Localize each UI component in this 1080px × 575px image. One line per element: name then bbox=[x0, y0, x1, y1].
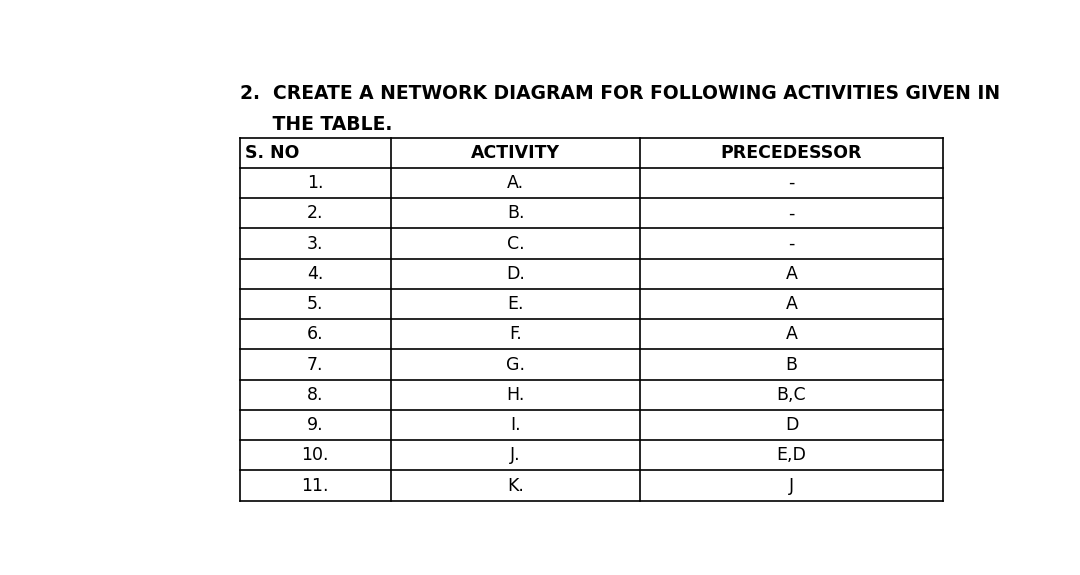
Text: D: D bbox=[785, 416, 798, 434]
Text: 2.: 2. bbox=[307, 204, 323, 223]
Text: -: - bbox=[788, 204, 795, 223]
Text: 11.: 11. bbox=[301, 477, 329, 494]
Text: C.: C. bbox=[507, 235, 525, 252]
Text: H.: H. bbox=[507, 386, 525, 404]
Text: -: - bbox=[788, 235, 795, 252]
Text: 5.: 5. bbox=[307, 295, 323, 313]
Text: THE TABLE.: THE TABLE. bbox=[240, 116, 392, 135]
Text: A: A bbox=[785, 295, 797, 313]
Text: 7.: 7. bbox=[307, 355, 323, 374]
Text: E,D: E,D bbox=[777, 446, 807, 464]
Text: 1.: 1. bbox=[307, 174, 323, 192]
Text: ACTIVITY: ACTIVITY bbox=[471, 144, 561, 162]
Text: B: B bbox=[785, 355, 797, 374]
Text: 9.: 9. bbox=[307, 416, 324, 434]
Text: 10.: 10. bbox=[301, 446, 329, 464]
Text: -: - bbox=[788, 174, 795, 192]
Text: 2.  CREATE A NETWORK DIAGRAM FOR FOLLOWING ACTIVITIES GIVEN IN: 2. CREATE A NETWORK DIAGRAM FOR FOLLOWIN… bbox=[240, 85, 1000, 104]
Text: J.: J. bbox=[510, 446, 521, 464]
Text: I.: I. bbox=[510, 416, 521, 434]
Text: J: J bbox=[789, 477, 794, 494]
Text: S. NO: S. NO bbox=[245, 144, 299, 162]
Text: E.: E. bbox=[508, 295, 524, 313]
Text: A: A bbox=[785, 325, 797, 343]
Text: G.: G. bbox=[507, 355, 525, 374]
Text: F.: F. bbox=[509, 325, 522, 343]
Text: 3.: 3. bbox=[307, 235, 323, 252]
Text: B.: B. bbox=[507, 204, 524, 223]
Text: K.: K. bbox=[508, 477, 524, 494]
Text: 4.: 4. bbox=[307, 264, 323, 283]
Text: A: A bbox=[785, 264, 797, 283]
Text: 6.: 6. bbox=[307, 325, 324, 343]
Text: A.: A. bbox=[507, 174, 524, 192]
Text: 8.: 8. bbox=[307, 386, 323, 404]
Text: D.: D. bbox=[507, 264, 525, 283]
Text: B,C: B,C bbox=[777, 386, 807, 404]
Text: PRECEDESSOR: PRECEDESSOR bbox=[720, 144, 862, 162]
